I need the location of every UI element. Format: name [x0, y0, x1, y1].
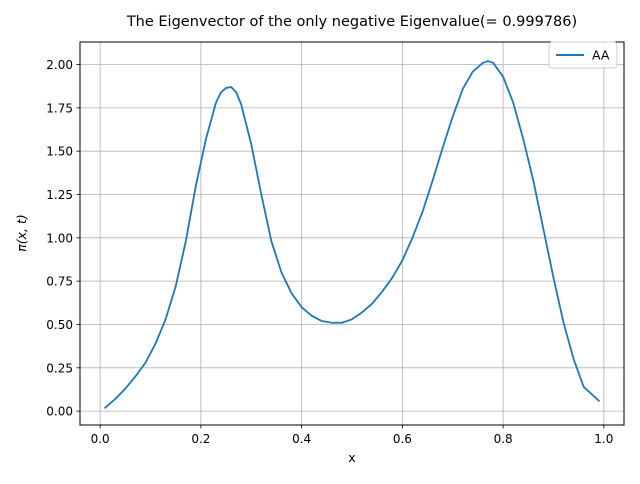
x-axis-label: x [348, 450, 355, 465]
y-axis-label: π(x, t) [14, 214, 29, 252]
y-tick-label: 1.25 [46, 188, 73, 202]
x-tick-label: 0.0 [91, 432, 110, 446]
y-tick-label: 1.50 [46, 145, 73, 159]
series-layer [103, 60, 601, 409]
y-tick-label: 0.75 [46, 275, 73, 289]
x-tick-label: 0.2 [191, 432, 210, 446]
plot-frame [79, 41, 625, 426]
y-tick-label: 0.50 [46, 318, 73, 332]
x-tick-label: 0.6 [393, 432, 412, 446]
y-tick-label: 0.00 [46, 405, 73, 419]
grid [80, 42, 624, 425]
y-tick-label: 2.00 [46, 58, 73, 72]
x-tick-label: 0.4 [292, 432, 311, 446]
x-axis-ticks: 0.0 0.2 0.4 0.6 0.8 1.0 [91, 425, 613, 446]
chart-title: The Eigenvector of the only negative Eig… [126, 14, 577, 30]
y-tick-label: 0.25 [46, 361, 73, 375]
y-tick-label: 1.75 [46, 101, 73, 115]
x-tick-label: 0.8 [494, 432, 513, 446]
series-line [103, 60, 601, 409]
legend: AA [548, 41, 618, 69]
legend-series-label: AA [592, 48, 610, 63]
y-axis-ticks: 0.00 0.25 0.50 0.75 1.00 1.25 1.50 1.75 2.00 [46, 58, 80, 419]
y-tick-label: 1.00 [46, 231, 73, 245]
x-tick-label: 1.0 [594, 432, 613, 446]
